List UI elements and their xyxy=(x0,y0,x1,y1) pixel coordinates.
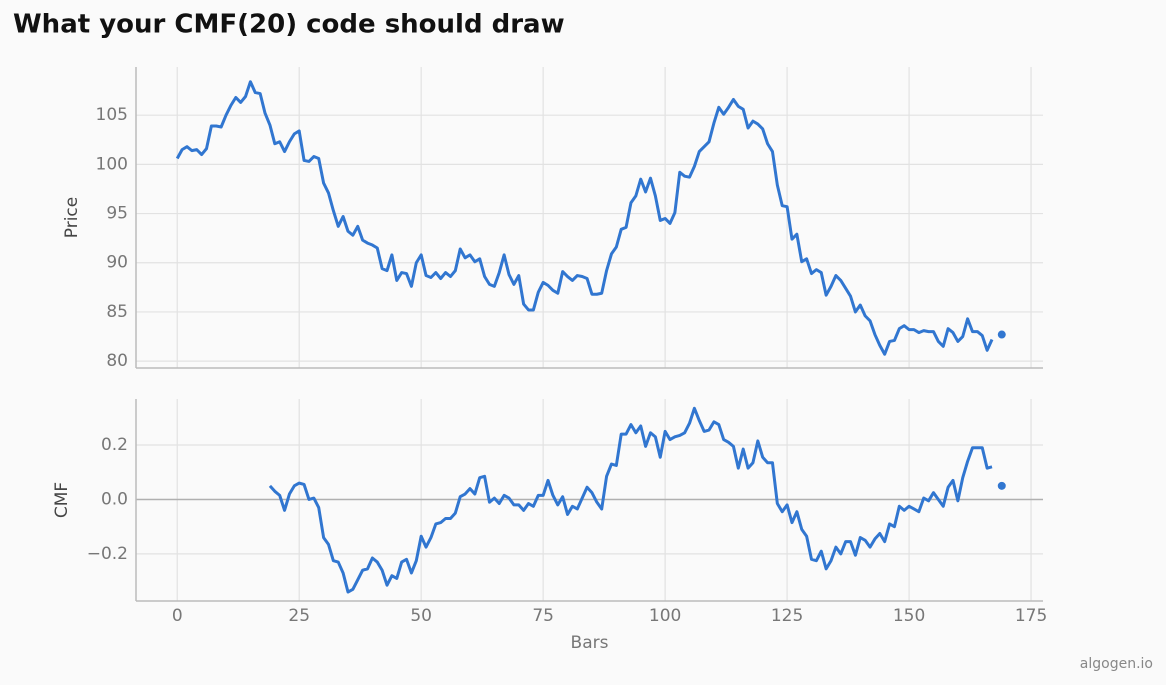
x-tick-label: 75 xyxy=(532,606,554,626)
y-tick-label: 0.2 xyxy=(101,435,128,455)
y-tick-label: 105 xyxy=(96,105,128,125)
watermark: algogen.io xyxy=(1080,656,1153,672)
chart-title: What your CMF(20) code should draw xyxy=(13,10,565,40)
y-tick-label: −0.2 xyxy=(87,544,128,564)
x-tick-label: 150 xyxy=(893,606,925,626)
y-tick-label: 85 xyxy=(106,302,128,322)
data-line xyxy=(175,80,994,356)
y-axis-label: CMF xyxy=(52,482,72,518)
last-point xyxy=(997,481,1006,490)
y-tick-label: 90 xyxy=(106,253,128,273)
x-tick-label: 100 xyxy=(649,606,681,626)
x-tick-label: 50 xyxy=(410,606,432,626)
y-tick-label: 80 xyxy=(106,351,128,371)
y-axis-label: Price xyxy=(62,197,82,238)
last-point xyxy=(997,330,1006,339)
y-tick-label: 0.0 xyxy=(101,489,128,509)
x-tick-label: 125 xyxy=(771,606,803,626)
y-tick-label: 95 xyxy=(106,204,128,224)
x-tick-label: 175 xyxy=(1015,606,1047,626)
x-tick-label: 25 xyxy=(288,606,310,626)
x-tick-label: 0 xyxy=(172,606,183,626)
x-axis-label: Bars xyxy=(571,633,609,653)
y-tick-label: 100 xyxy=(96,154,128,174)
data-line xyxy=(268,406,993,594)
